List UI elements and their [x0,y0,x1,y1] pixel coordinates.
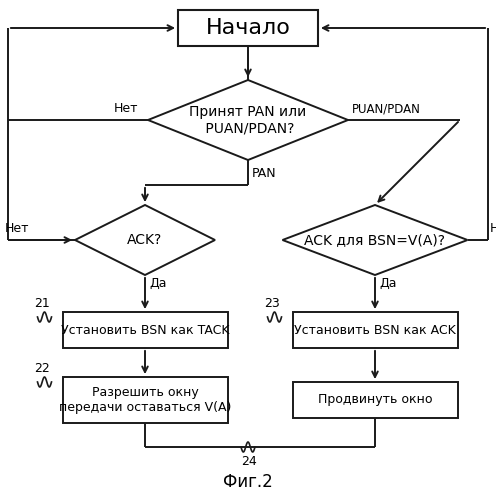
Text: Нет: Нет [5,222,29,235]
Polygon shape [75,205,215,275]
Bar [62,377,228,423]
Bar [62,312,228,348]
Text: Установить BSN как ACK: Установить BSN как ACK [294,324,456,336]
Text: Начало: Начало [205,18,291,38]
Polygon shape [283,205,468,275]
Text: ACK?: ACK? [127,233,163,247]
Text: 23: 23 [264,297,280,310]
Text: PUAN/PDAN: PUAN/PDAN [352,102,421,115]
Text: Установить BSN как TACK: Установить BSN как TACK [61,324,229,336]
Text: Фиг.2: Фиг.2 [223,473,273,491]
Text: PAN: PAN [252,167,277,180]
Text: 24: 24 [241,455,257,468]
Text: Нет: Нет [114,102,138,115]
Text: Разрешить окну
передачи оставаться V(A): Разрешить окну передачи оставаться V(A) [59,386,231,414]
Text: Нет: Нет [490,222,496,235]
Text: Продвинуть окно: Продвинуть окно [318,394,432,406]
Bar [293,382,457,418]
Bar [293,312,457,348]
Bar [178,10,318,46]
Text: Да: Да [149,277,167,290]
Text: Принят PAN или
 PUAN/PDAN?: Принят PAN или PUAN/PDAN? [189,105,307,135]
Text: Да: Да [379,277,396,290]
Text: ACK для BSN=V(A)?: ACK для BSN=V(A)? [305,233,445,247]
Polygon shape [148,80,348,160]
Text: 21: 21 [35,297,50,310]
Text: 22: 22 [35,362,50,375]
